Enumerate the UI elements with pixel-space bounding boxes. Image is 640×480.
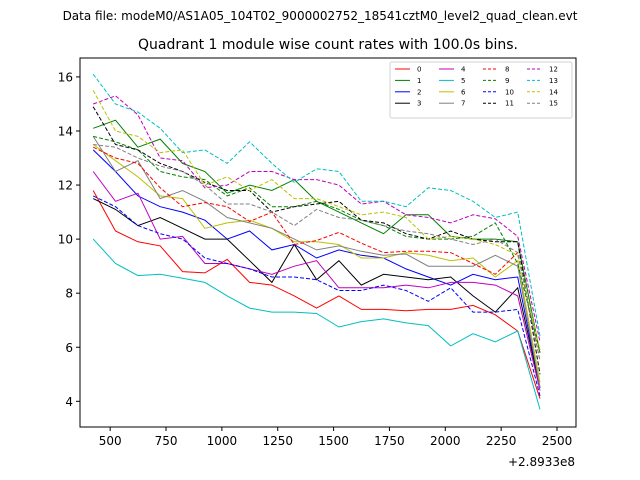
series-line-3 (92, 198, 541, 388)
legend-label-2: 2 (417, 88, 421, 96)
legend-label-4: 4 (461, 66, 466, 74)
series-line-8 (92, 146, 541, 361)
chart-title: Quadrant 1 module wise count rates with … (138, 37, 518, 53)
series-line-10 (92, 195, 541, 397)
legend-label-12: 12 (549, 66, 558, 74)
legend-label-5: 5 (461, 77, 465, 85)
legend-label-9: 9 (505, 77, 509, 85)
figure-suptitle: Data file: modeM0/AS1A05_104T02_90000027… (63, 9, 578, 23)
legend-label-10: 10 (505, 88, 514, 96)
legend-label-8: 8 (505, 66, 509, 74)
legend-label-15: 15 (549, 100, 558, 108)
series-line-14 (92, 90, 541, 351)
legend-label-7: 7 (461, 100, 465, 108)
series-line-7 (92, 136, 541, 388)
x-tick-label-1500: 1500 (318, 434, 349, 448)
series-line-0 (92, 190, 541, 399)
x-tick-label-1250: 1250 (262, 434, 293, 448)
x-tick-label-1750: 1750 (374, 434, 405, 448)
series-line-9 (93, 135, 541, 353)
legend-label-1: 1 (417, 77, 421, 85)
series-line-6 (92, 144, 541, 383)
plot-area: 500 750 1000 1250 1500 1750 2000 2250 2500468101… (58, 57, 577, 448)
y-tick-label-4: 4 (65, 395, 73, 409)
series-line-2 (92, 149, 541, 388)
legend-label-3: 3 (417, 100, 421, 108)
y-tick-label-16: 16 (58, 70, 73, 84)
y-tick-label-8: 8 (65, 287, 73, 301)
x-tick-label-500: 500 (99, 434, 122, 448)
series-line-15 (93, 144, 541, 361)
x-tick-label-2250: 2250 (486, 434, 517, 448)
series-line-1 (93, 119, 541, 353)
y-tick-label-12: 12 (58, 179, 73, 193)
axes-frame (79, 57, 577, 428)
x-tick-label-2000: 2000 (430, 434, 461, 448)
x-tick-label-1000: 1000 (207, 434, 238, 448)
legend-label-6: 6 (461, 88, 466, 96)
y-tick-label-10: 10 (58, 233, 73, 247)
legend-label-0: 0 (417, 66, 421, 74)
series-line-11 (92, 106, 541, 375)
series-line-13 (92, 73, 541, 337)
x-tick-label-750: 750 (155, 434, 178, 448)
legend-frame (389, 61, 573, 119)
y-tick-label-6: 6 (65, 341, 73, 355)
x-axis-offset-label: +2.8933e8 (508, 455, 575, 469)
legend-label-13: 13 (549, 77, 558, 85)
legend-label-11: 11 (505, 100, 514, 108)
x-tick-label-2500: 2500 (542, 434, 573, 448)
legend-label-14: 14 (549, 88, 558, 96)
y-tick-label-14: 14 (58, 124, 73, 138)
series-line-5 (92, 238, 541, 410)
series-line-12 (93, 95, 541, 342)
series-line-4 (92, 171, 541, 391)
